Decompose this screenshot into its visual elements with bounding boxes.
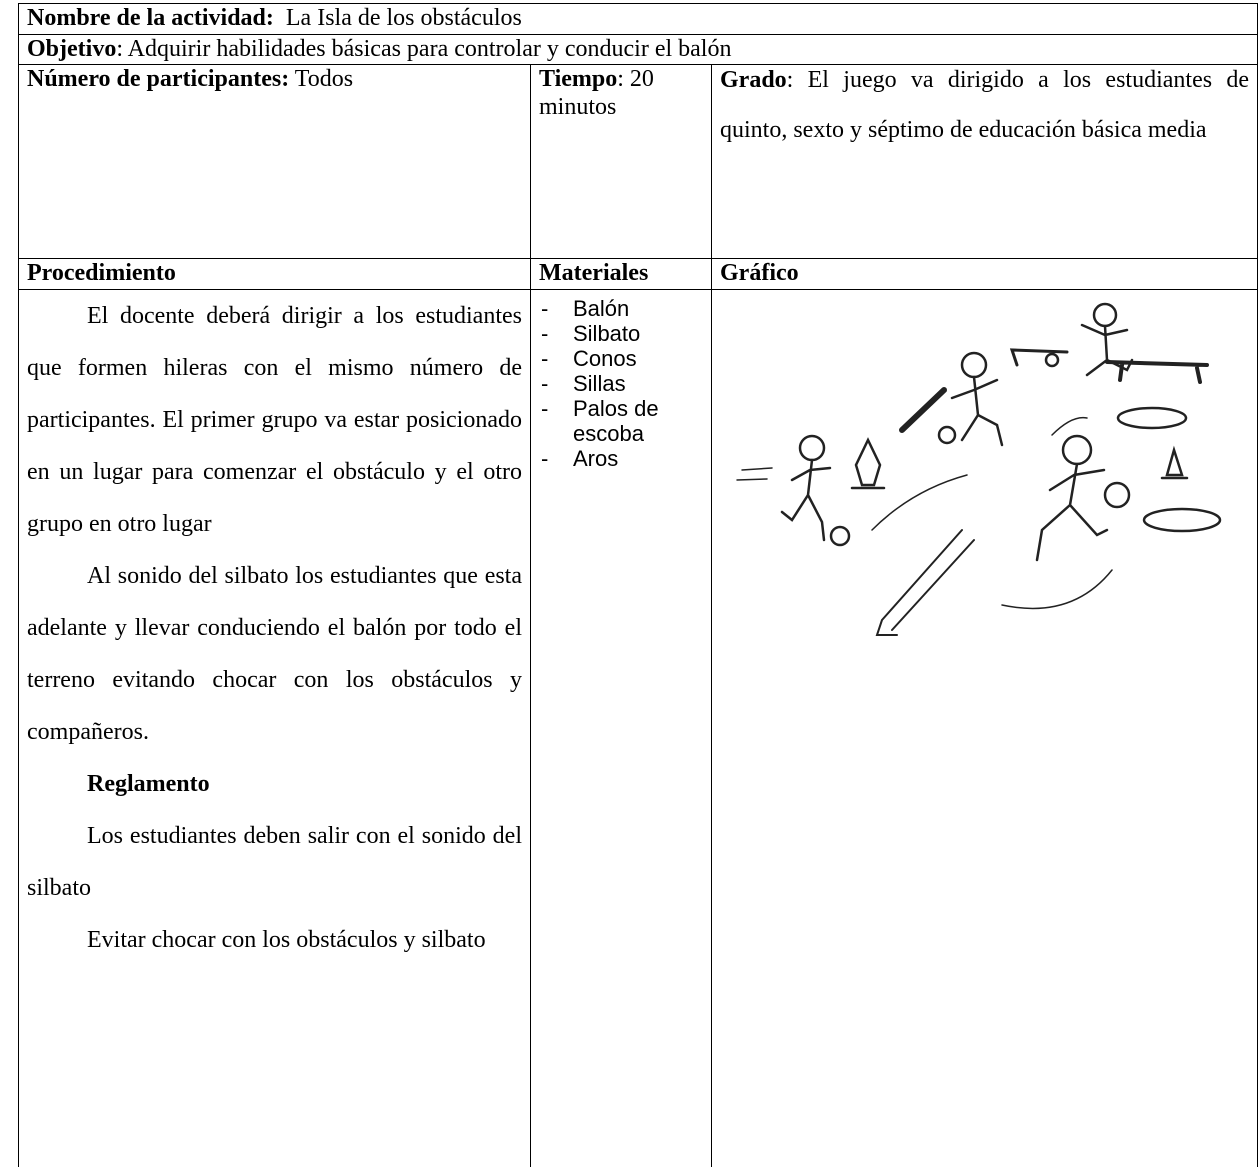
graphic-cell bbox=[710, 289, 1259, 1167]
paragraph: Al sonido del silbato los estudiantes qu… bbox=[27, 563, 522, 745]
material: Aros bbox=[539, 446, 703, 471]
objective-row: Objetivo: Adquirir habilidades básicas p… bbox=[17, 34, 1259, 65]
header-text: Procedimiento bbox=[27, 260, 176, 286]
value: Todos bbox=[294, 66, 354, 92]
label: Tiempo bbox=[539, 66, 618, 92]
material: Conos bbox=[539, 346, 703, 371]
materials-list: Balón Silbato Conos Sillas Palos de esco… bbox=[539, 296, 703, 471]
procedure-cell: El docente deberá dirigir a los estudian… bbox=[18, 289, 531, 1167]
paragraph: El docente deberá dirigir a los estudian… bbox=[27, 303, 522, 537]
material: Sillas bbox=[539, 371, 703, 396]
rules-title: Reglamento bbox=[87, 771, 210, 797]
participants-cell: Número de participantes: Todos bbox=[18, 64, 531, 259]
label: Grado bbox=[720, 67, 787, 93]
rule: Evitar chocar con los obstáculos y silba… bbox=[87, 927, 486, 953]
value: La Isla de los obstáculos bbox=[285, 5, 522, 31]
rule: Los estudiantes deben salir con el sonid… bbox=[27, 823, 522, 901]
activity-row: Nombre de la actividad: La Isla de los o… bbox=[17, 3, 1259, 35]
label: Número de participantes: bbox=[27, 66, 290, 92]
value: : El juego va dirigido a los estudiantes… bbox=[720, 67, 1250, 143]
time-cell: Tiempo: 20 minutos bbox=[530, 64, 712, 259]
column-header: Procedimiento bbox=[18, 258, 531, 290]
materials-cell: Balón Silbato Conos Sillas Palos de esco… bbox=[530, 289, 712, 1167]
grade-cell: Grado: El juego va dirigido a los estudi… bbox=[710, 64, 1259, 259]
label: Objetivo bbox=[27, 36, 117, 62]
material: Balón bbox=[539, 296, 703, 321]
material: Silbato bbox=[539, 321, 703, 346]
material: Palos de escoba bbox=[539, 396, 703, 446]
value: : Adquirir habilidades básicas para cont… bbox=[116, 36, 732, 62]
header-text: Gráfico bbox=[720, 260, 799, 286]
label: Nombre de la actividad: bbox=[27, 5, 274, 31]
activity-sketch bbox=[736, 302, 1222, 636]
header-text: Materiales bbox=[539, 260, 649, 286]
column-header: Materiales bbox=[530, 258, 712, 290]
column-header: Gráfico bbox=[710, 258, 1259, 290]
grade: Grado: El juego va dirigido a los estudi… bbox=[720, 55, 1249, 155]
activity-table: Nombre de la actividad: La Isla de los o… bbox=[17, 3, 1259, 1167]
value: : 20 minutos bbox=[539, 66, 654, 120]
